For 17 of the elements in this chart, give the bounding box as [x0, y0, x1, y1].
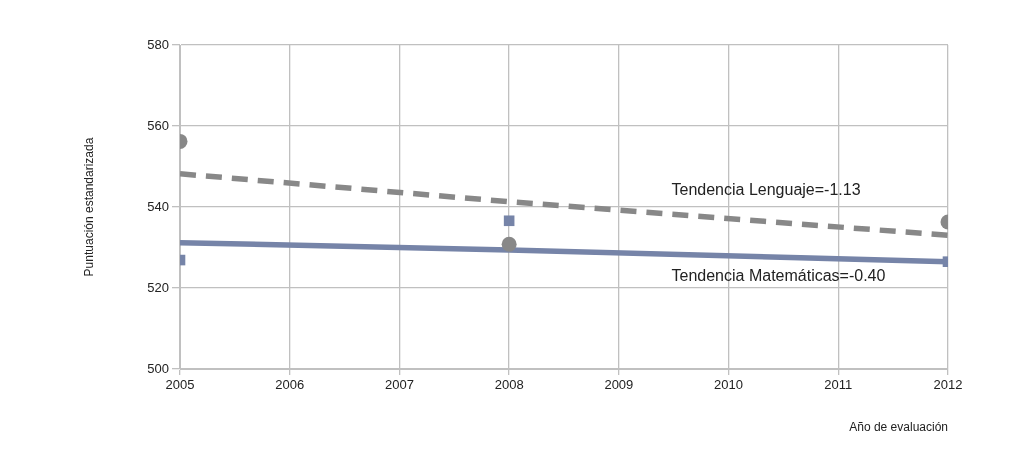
annotation: Tendencia Matemáticas=-0.40 — [671, 266, 886, 284]
y-tick-label: 560 — [147, 117, 169, 133]
x-tick-label: 2009 — [604, 377, 634, 393]
y-tick-label: 540 — [147, 198, 169, 214]
y-tick-label: 500 — [147, 360, 169, 376]
x-tick-label: 2010 — [714, 377, 744, 393]
y-axis-title: Puntuación estandarizada — [81, 137, 96, 277]
x-tick-label: 2005 — [165, 377, 195, 393]
x-tick-label: 2006 — [275, 377, 305, 393]
y-tick-label: 580 — [147, 36, 169, 52]
y-tick-label: 520 — [147, 279, 169, 295]
annotation: Tendencia Lenguaje=-1.13 — [671, 180, 861, 198]
x-tick-label: 2007 — [384, 377, 414, 393]
x-tick-label: 2008 — [494, 377, 524, 393]
x-tick-label: 2012 — [933, 377, 963, 393]
x-axis-title: Año de evaluación — [849, 420, 948, 435]
x-tick-label: 2011 — [824, 377, 853, 393]
